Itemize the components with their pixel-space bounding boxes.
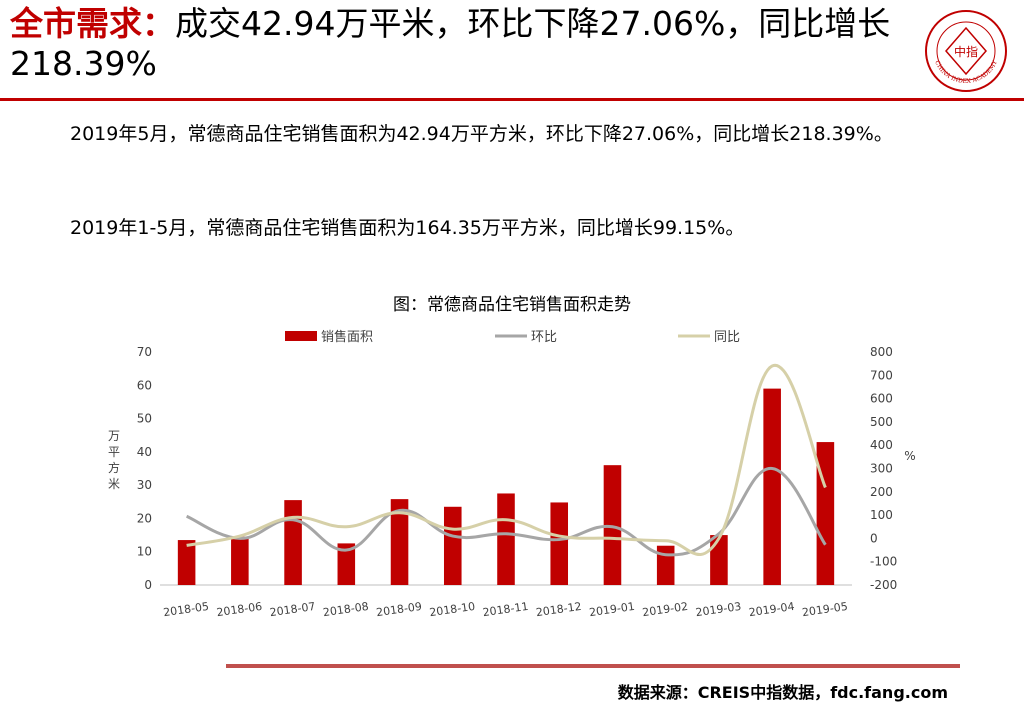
title-lead: 全市需求： — [10, 4, 175, 43]
x-tick-label: 2018-08 — [322, 600, 369, 619]
data-source: 数据来源：CREIS中指数据，fdc.fang.com — [617, 683, 948, 702]
footer-divider — [226, 664, 960, 668]
x-tick-label: 2018-06 — [216, 600, 263, 619]
left-tick-label: 70 — [137, 345, 152, 359]
bar-2018-06 — [231, 536, 249, 585]
right-tick-label: 400 — [870, 438, 893, 452]
bar-2018-12 — [550, 502, 569, 585]
bar-2019-02 — [656, 545, 675, 585]
x-tick-label: 2019-03 — [695, 600, 742, 619]
right-axis-label: % — [904, 449, 915, 463]
left-tick-label: 60 — [137, 378, 152, 392]
bar-2018-05 — [177, 540, 196, 585]
left-axis-label-char: 米 — [108, 477, 120, 491]
series-line-环比 — [185, 467, 827, 557]
bar-2019-04 — [763, 388, 781, 585]
bar-2019-03 — [710, 535, 728, 585]
right-tick-label: 100 — [870, 508, 893, 522]
right-tick-label: 700 — [870, 368, 893, 382]
right-tick-label: 800 — [870, 345, 893, 359]
x-tick-label: 2018-10 — [429, 600, 476, 619]
china-index-academy-logo: 中指 CHINA INDEX ACADEMY — [925, 10, 1007, 92]
right-tick-label: 500 — [870, 415, 893, 429]
bar-2018-09 — [390, 499, 409, 585]
left-axis-label-char: 方 — [108, 460, 120, 475]
x-tick-label: 2018-11 — [482, 600, 529, 619]
left-axis-label-char: 平 — [108, 445, 120, 459]
page-title: 全市需求：成交42.94万平米，环比下降27.06%，同比增长218.39% — [10, 4, 910, 84]
legend-swatch-销售面积 — [285, 331, 317, 341]
left-tick-label: 30 — [137, 478, 152, 492]
bar-2018-07 — [284, 500, 302, 585]
bar-2019-01 — [603, 465, 622, 585]
bar-2019-05 — [816, 442, 835, 585]
legend-label-环比: 环比 — [531, 330, 557, 345]
legend-label-同比: 同比 — [714, 330, 740, 345]
x-tick-label: 2019-04 — [748, 600, 795, 619]
header-divider — [0, 98, 1024, 101]
left-tick-label: 20 — [137, 511, 152, 525]
legend-label-销售面积: 销售面积 — [321, 329, 373, 345]
x-tick-label: 2019-01 — [588, 600, 635, 619]
left-tick-label: 0 — [144, 578, 152, 592]
x-tick-label: 2019-05 — [801, 600, 848, 619]
right-tick-label: -100 — [870, 555, 897, 569]
left-tick-label: 10 — [137, 545, 152, 559]
chart-title: 图：常德商品住宅销售面积走势 — [393, 295, 631, 315]
right-tick-label: -200 — [870, 578, 897, 592]
bar-2018-11 — [497, 493, 515, 585]
right-tick-label: 0 — [870, 531, 878, 545]
left-tick-label: 40 — [137, 445, 152, 459]
right-tick-label: 200 — [870, 485, 893, 499]
logo-center-text: 中指 — [954, 44, 978, 59]
left-tick-label: 50 — [137, 412, 152, 426]
bar-2018-08 — [337, 543, 356, 585]
right-tick-label: 600 — [870, 392, 893, 406]
x-tick-label: 2018-05 — [162, 600, 209, 619]
bar-2018-10 — [443, 506, 462, 585]
x-tick-label: 2018-12 — [535, 600, 582, 619]
x-tick-label: 2019-02 — [642, 600, 689, 619]
left-axis-label-char: 万 — [108, 429, 120, 443]
paragraph-2: 2019年1-5月，常德商品住宅销售面积为164.35万平方米，同比增长99.1… — [70, 217, 745, 239]
right-tick-label: 300 — [870, 462, 893, 476]
x-tick-label: 2018-09 — [375, 600, 422, 619]
x-tick-label: 2018-07 — [269, 600, 316, 619]
title-rest: 成交42.94万平米，环比下降27.06%，同比增长218.39% — [10, 4, 891, 83]
paragraph-1: 2019年5月，常德商品住宅销售面积为42.94万平方米，环比下降27.06%，… — [70, 123, 893, 145]
series-line-同比 — [186, 364, 827, 556]
